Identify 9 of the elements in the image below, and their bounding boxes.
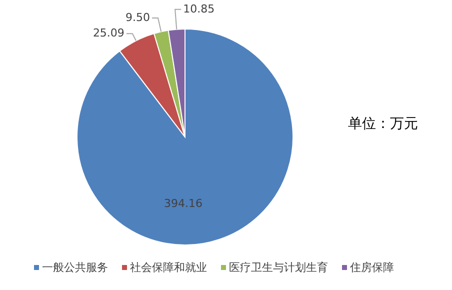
data-label: 25.09 [92, 26, 124, 40]
text: 单位：万元 [348, 116, 418, 132]
legend-label: 一般公共服务 [42, 261, 108, 274]
data-label: 9.50 [126, 11, 150, 24]
data-label: 394.16 [164, 196, 203, 210]
data-label: 10.85 [183, 2, 215, 16]
legend-label: 社会保障和就业 [130, 261, 207, 274]
legend-label: 住房保障 [350, 261, 394, 274]
legend-label: 医疗卫生与计划生育 [229, 261, 328, 274]
